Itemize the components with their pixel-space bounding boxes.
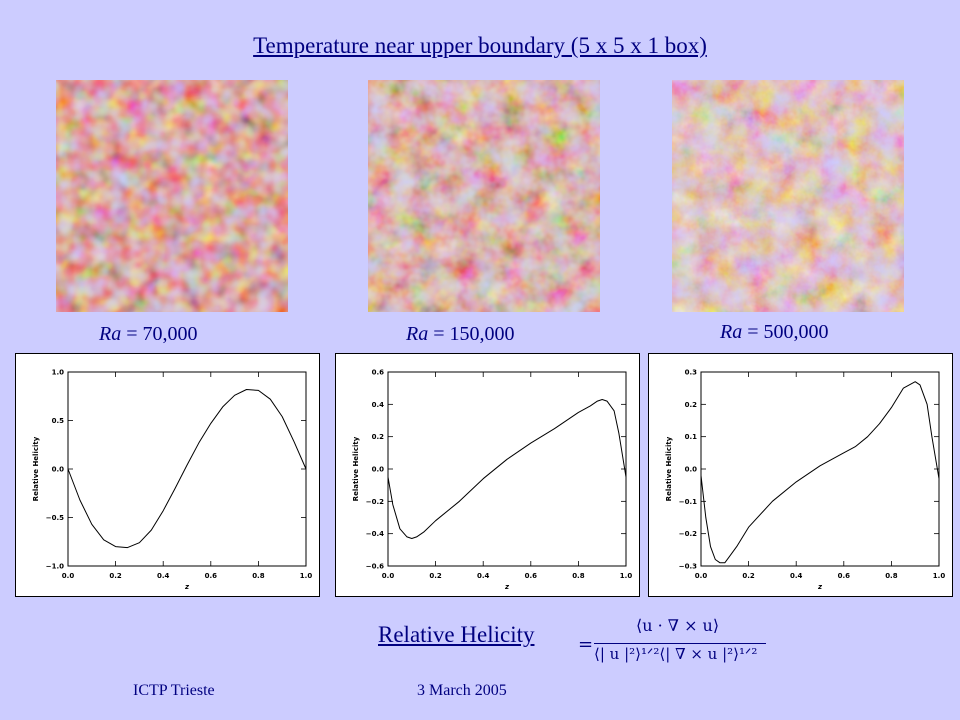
y-tick-label: −0.4: [366, 530, 384, 538]
y-tick-label: 0.2: [685, 401, 698, 409]
footer-date: 3 March 2005: [417, 682, 507, 699]
plot-frame: [387, 371, 627, 567]
x-tick-label: 0.2: [742, 572, 755, 580]
x-tick-label: 0.0: [695, 572, 708, 580]
ra-label-2: Ra = 150,000: [406, 323, 515, 346]
x-tick-label: 0.2: [429, 572, 442, 580]
x-axis-label: z: [817, 583, 823, 591]
ra-value: = 500,000: [742, 321, 829, 343]
x-tick-label: 1.0: [620, 572, 633, 580]
helicity-chart-2: 0.0 0.2 0.4 0.6 0.8 1.0 −0.6 −0.4 −0.2 0.0 0.2 0.4 0…: [352, 369, 633, 592]
ra-label-3: Ra = 500,000: [720, 321, 829, 344]
y-tick-label: 0.5: [52, 417, 65, 425]
y-tick-label: −0.5: [46, 514, 64, 522]
relative-helicity-label: Relative Helicity: [378, 622, 535, 647]
helicity-series-line: [700, 381, 940, 564]
x-tick-label: 0.6: [525, 572, 538, 580]
plot-frame: [700, 371, 940, 567]
formula-fraction-bar: [594, 643, 766, 644]
formula-denominator: ⟨| u |²⟩¹ᐟ²⟨| ∇ × u |²⟩¹ᐟ²: [594, 645, 758, 663]
formula-equals: =: [578, 634, 594, 655]
y-tick-label: 1.0: [52, 369, 65, 377]
ra-symbol: Ra: [720, 321, 743, 343]
x-tick-label: 0.8: [252, 572, 265, 580]
y-axis-label: Relative Helicity: [32, 436, 40, 501]
y-axis-label: Relative Helicity: [352, 436, 360, 501]
helicity-chart-1: 0.0 0.2 0.4 0.6 0.8 1.0 −1.0 −0.5 0.0 0.5 1.0 z Rela…: [32, 369, 313, 592]
x-tick-label: 1.0: [300, 572, 313, 580]
x-tick-label: 0.8: [885, 572, 898, 580]
y-tick-label: 0.1: [685, 433, 698, 441]
x-tick-label: 1.0: [933, 572, 946, 580]
x-axis-label: z: [504, 583, 510, 591]
ra-value: = 150,000: [428, 323, 515, 345]
temperature-image-ra-150000: [368, 80, 600, 312]
y-tick-label: 0.0: [52, 466, 65, 474]
helicity-plot-3: 0.0 0.2 0.4 0.6 0.8 1.0 −0.3 −0.2 −0.1 0.0 0.1 0.2 0…: [648, 353, 953, 597]
y-tick-label: 0.4: [372, 401, 385, 409]
plot-frame: [67, 371, 307, 567]
x-tick-label: 0.4: [790, 572, 803, 580]
y-tick-label: −0.3: [679, 563, 697, 571]
y-tick-label: 0.6: [372, 369, 385, 377]
y-tick-label: −0.6: [366, 563, 384, 571]
y-tick-label: 0.0: [372, 466, 385, 474]
x-tick-label: 0.0: [62, 572, 75, 580]
y-tick-label: 0.3: [685, 369, 698, 377]
y-tick-label: −0.2: [366, 498, 384, 506]
helicity-formula: = ⟨u · ∇ × u⟩ ⟨| u |²⟩¹ᐟ²⟨| ∇ × u |²⟩¹ᐟ²: [572, 612, 772, 672]
helicity-plot-2: 0.0 0.2 0.4 0.6 0.8 1.0 −0.6 −0.4 −0.2 0.0 0.2 0.4 0…: [335, 353, 640, 597]
ra-symbol: Ra: [406, 323, 429, 345]
y-tick-label: −0.2: [679, 530, 697, 538]
helicity-plot-1: 0.0 0.2 0.4 0.6 0.8 1.0 −1.0 −0.5 0.0 0.5 1.0 z Rela…: [15, 353, 320, 597]
x-tick-label: 0.6: [205, 572, 218, 580]
x-tick-label: 0.4: [477, 572, 490, 580]
ra-symbol: Ra: [99, 323, 122, 345]
x-tick-label: 0.8: [572, 572, 585, 580]
x-tick-label: 0.2: [109, 572, 122, 580]
y-axis-label: Relative Helicity: [665, 436, 673, 501]
y-tick-label: 0.0: [685, 466, 698, 474]
x-axis-label: z: [184, 583, 190, 591]
y-tick-label: −0.1: [679, 498, 697, 506]
temperature-image-ra-70000: [56, 80, 288, 312]
x-tick-label: 0.0: [382, 572, 395, 580]
ra-label-1: Ra = 70,000: [99, 323, 198, 346]
helicity-series-line: [67, 389, 307, 549]
temperature-image-ra-500000: [672, 80, 904, 312]
y-tick-label: −1.0: [46, 563, 64, 571]
footer-venue: ICTP Trieste: [133, 682, 215, 699]
helicity-series-line: [387, 399, 627, 539]
x-tick-label: 0.6: [838, 572, 851, 580]
formula-numerator: ⟨u · ∇ × u⟩: [636, 616, 720, 635]
x-tick-label: 0.4: [157, 572, 170, 580]
ra-value: = 70,000: [121, 323, 198, 345]
y-tick-label: 0.2: [372, 433, 385, 441]
helicity-chart-3: 0.0 0.2 0.4 0.6 0.8 1.0 −0.3 −0.2 −0.1 0.0 0.1 0.2 0…: [665, 369, 946, 592]
slide-title: Temperature near upper boundary (5 x 5 x…: [253, 33, 707, 58]
